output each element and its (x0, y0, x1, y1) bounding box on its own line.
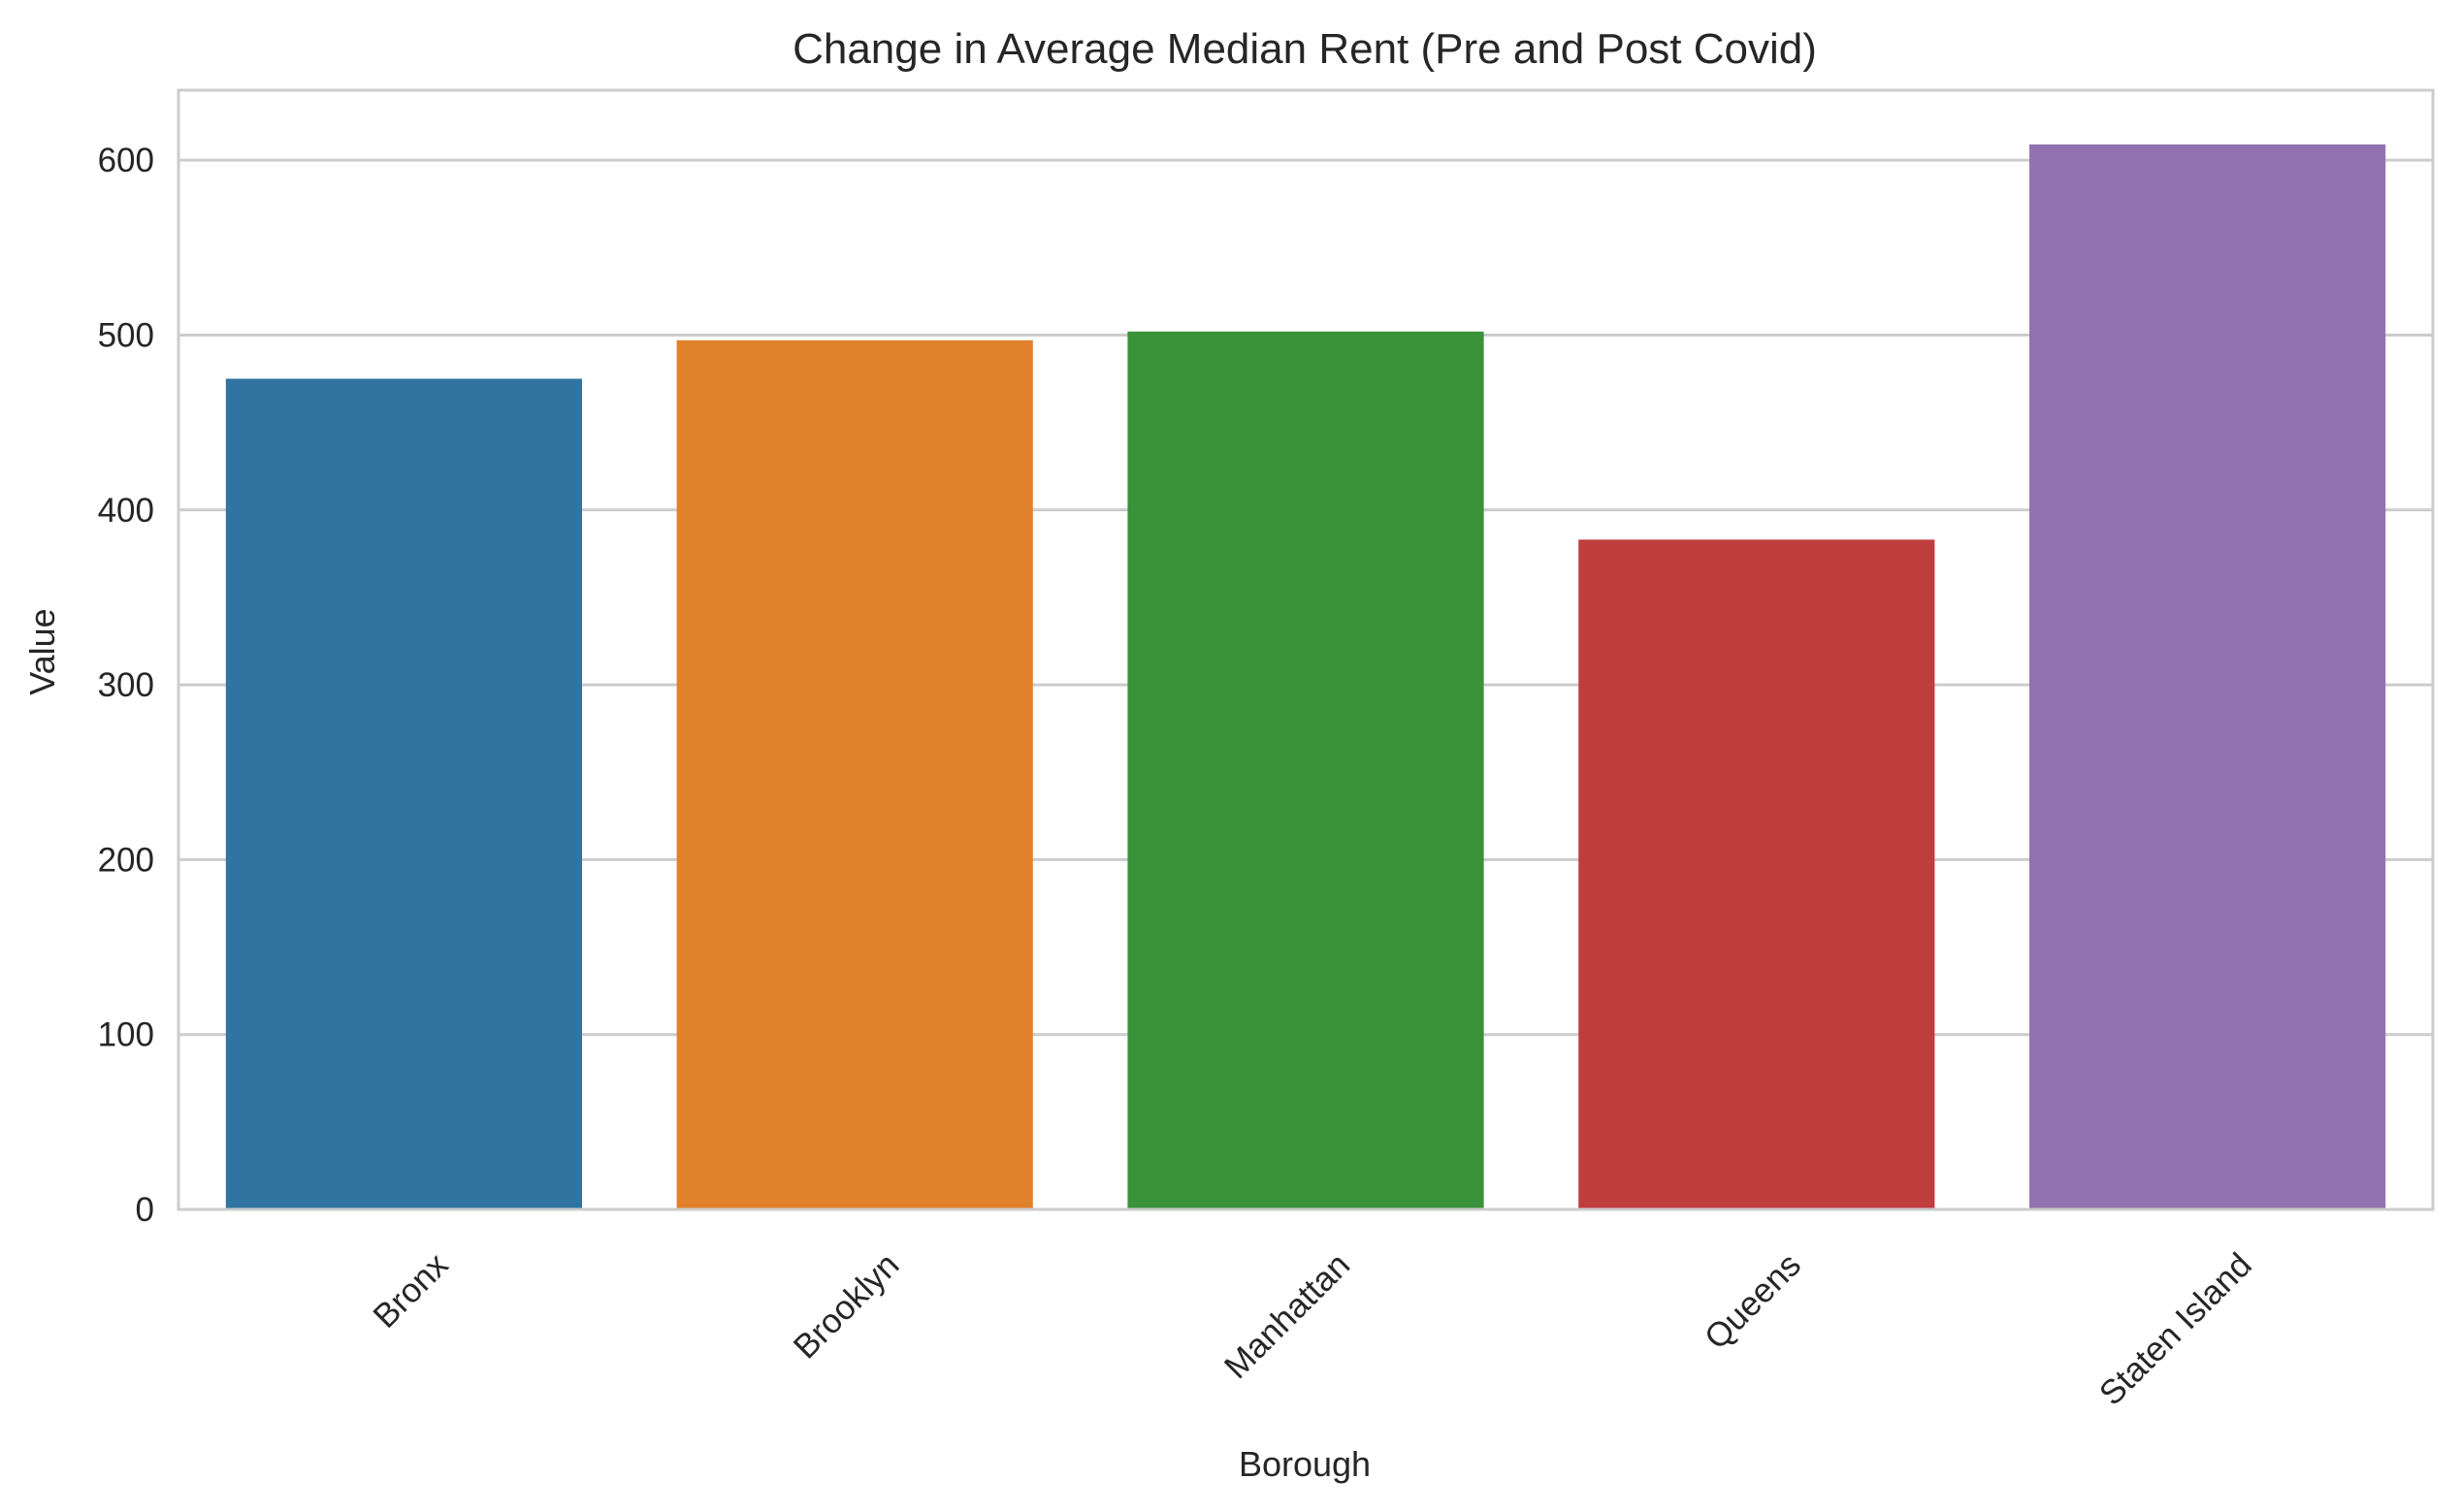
x-tick-labels: Bronx Brooklyn Manhattan Queens Staten Islan… (366, 1245, 2258, 1412)
chart-title: Change in Average Median Rent (Pre and P… (793, 25, 1817, 73)
x-tick-label: Manhattan (1217, 1246, 1358, 1387)
x-tick-label: Brooklyn (787, 1246, 907, 1367)
y-tick-label: 200 (98, 841, 154, 879)
y-axis-label: Value (22, 608, 62, 694)
y-tick-label: 600 (98, 142, 154, 179)
y-tick-label: 400 (98, 492, 154, 530)
y-tick-label: 300 (98, 666, 154, 704)
y-tick-label: 0 (136, 1191, 154, 1229)
bar-staten-island (2029, 144, 2386, 1210)
bar-manhattan (1127, 331, 1484, 1209)
plot-frame (177, 88, 2435, 1211)
y-tick-labels: 0 100 200 300 400 500 600 (98, 142, 154, 1229)
bar-brooklyn (676, 339, 1033, 1209)
bars (225, 144, 2386, 1210)
x-tick-label: Bronx (366, 1245, 456, 1335)
y-tick-label: 100 (98, 1016, 154, 1054)
bar-queens (1578, 539, 1935, 1209)
bar-bronx (225, 378, 582, 1209)
x-tick-label: Staten Island (2092, 1246, 2259, 1413)
x-tick-label: Queens (1698, 1246, 1808, 1357)
y-tick-label: 500 (98, 316, 154, 354)
x-axis-label: Borough (1239, 1444, 1371, 1484)
